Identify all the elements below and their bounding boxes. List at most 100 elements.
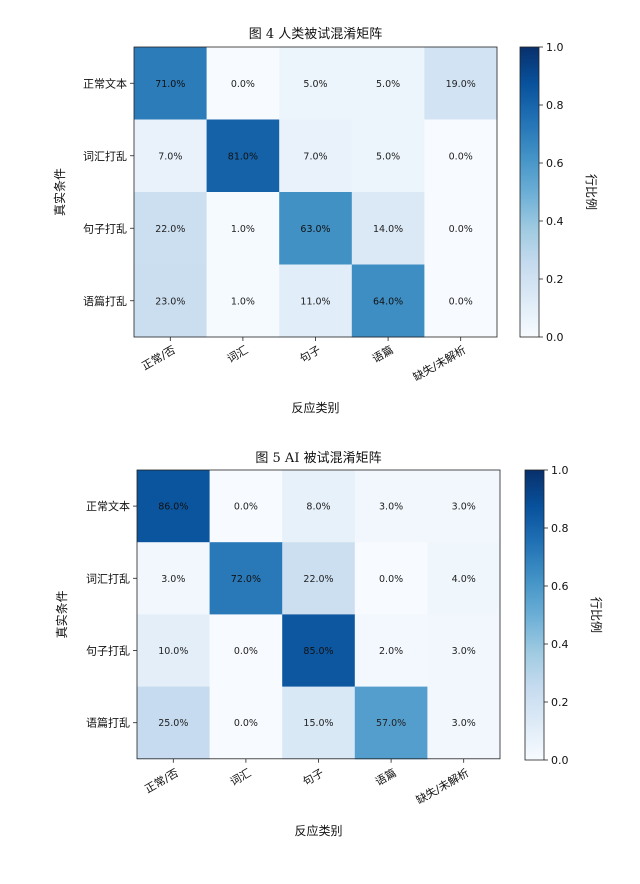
cell-value-label: 64.0% — [373, 296, 403, 307]
heatmap-cell — [206, 47, 280, 120]
heatmap-cell — [351, 192, 425, 265]
cell-value-label: 10.0% — [158, 646, 188, 657]
heatmap-cell — [209, 542, 283, 615]
colorbar-tick-label: 0.6 — [551, 580, 569, 593]
cell-value-label: 15.0% — [303, 718, 333, 729]
heatmap-cell — [279, 192, 353, 265]
heatmap-cell — [279, 264, 353, 338]
cell-value-label: 23.0% — [155, 296, 185, 307]
heatmap-cell — [351, 264, 425, 338]
chart-title: 图 5 AI 被试混淆矩阵 — [255, 451, 381, 466]
cell-value-label: 0.0% — [231, 79, 255, 90]
colorbar-tick-label: 0.6 — [546, 157, 564, 170]
cell-value-label: 8.0% — [306, 502, 330, 513]
heatmap-cell — [354, 686, 428, 760]
x-tick-label: 句子 — [300, 766, 326, 788]
colorbar — [524, 469, 545, 761]
cell-value-label: 3.0% — [452, 718, 476, 729]
heatmap-cell — [427, 614, 501, 688]
heatmap-cell — [424, 47, 498, 120]
colorbar-tick-label: 1.0 — [551, 464, 569, 477]
cell-value-label: 0.0% — [449, 224, 473, 235]
x-tick-label: 缺失/未解析 — [410, 342, 468, 383]
colorbar-tick-label: 0.2 — [546, 273, 564, 286]
cell-value-label: 14.0% — [373, 224, 403, 235]
heatmap-cell — [134, 192, 208, 265]
heatmap-cell — [209, 686, 283, 760]
heatmap-cell — [351, 119, 425, 193]
cell-value-label: 3.0% — [452, 502, 476, 513]
colorbar-tick-label: 0.0 — [551, 754, 569, 767]
heatmap-cell — [279, 47, 353, 120]
cell-value-label: 71.0% — [155, 79, 185, 90]
heatmap-cell — [206, 264, 280, 338]
cell-value-label: 22.0% — [303, 574, 333, 585]
cell-value-label: 5.0% — [376, 79, 400, 90]
x-axis-label: 反应类别 — [291, 400, 339, 415]
y-tick-label: 词汇打乱 — [86, 571, 130, 585]
y-tick-label: 正常文本 — [86, 499, 130, 513]
y-tick-label: 正常文本 — [83, 76, 127, 90]
cell-value-label: 1.0% — [231, 296, 255, 307]
cell-value-label: 7.0% — [158, 151, 182, 162]
cell-value-label: 81.0% — [228, 151, 258, 162]
heatmap-cell — [134, 47, 208, 120]
x-tick-label: 语篇 — [373, 765, 399, 788]
cell-value-label: 5.0% — [376, 151, 400, 162]
heatmap-cell — [424, 264, 498, 338]
heatmap-cell — [282, 542, 356, 615]
heatmap-cell — [209, 614, 283, 688]
heatmap-cell — [134, 264, 208, 338]
cell-value-label: 0.0% — [379, 574, 403, 585]
cell-value-label: 63.0% — [300, 224, 330, 235]
heatmap-cell — [354, 614, 428, 688]
y-tick-label: 语篇打乱 — [83, 294, 127, 308]
x-tick-label: 正常/否 — [140, 343, 178, 373]
cell-value-label: 3.0% — [161, 574, 185, 585]
heatmap-panel-1: 图 4 人类被试混淆矩阵 71.0% 0.0% 5.0% 5.0% 19.0% 7.0% 81… — [52, 27, 598, 415]
x-tick-label: 正常/否 — [143, 766, 181, 796]
cell-value-label: 4.0% — [452, 574, 476, 585]
heatmap-cell — [351, 47, 425, 120]
x-tick-label: 词汇 — [228, 766, 254, 788]
x-axis-label: 反应类别 — [294, 823, 342, 838]
cell-value-label: 3.0% — [379, 502, 403, 513]
colorbar-tick-label: 0.4 — [551, 638, 569, 651]
colorbar-tick-label: 0.8 — [551, 522, 569, 535]
cell-value-label: 0.0% — [234, 502, 258, 513]
colorbar-tick-label: 0.2 — [551, 696, 569, 709]
y-axis-label: 真实条件 — [52, 168, 67, 216]
y-tick-label: 句子打乱 — [86, 644, 130, 658]
y-tick-label: 词汇打乱 — [83, 149, 127, 163]
cell-value-label: 5.0% — [303, 79, 327, 90]
heatmap-cell — [424, 192, 498, 265]
x-tick-label: 句子 — [297, 343, 323, 365]
heatmap-cell — [424, 119, 498, 193]
chart-title: 图 4 人类被试混淆矩阵 — [249, 27, 383, 42]
heatmap-cell — [137, 542, 211, 615]
y-axis-label: 真实条件 — [54, 590, 69, 638]
heatmap-cell — [209, 470, 283, 543]
cell-value-label: 0.0% — [234, 646, 258, 657]
heatmap-cell — [279, 119, 353, 193]
cell-value-label: 11.0% — [300, 296, 330, 307]
heatmap-cell — [282, 470, 356, 543]
colorbar-label: 行比例 — [589, 597, 603, 633]
cell-value-label: 0.0% — [449, 296, 473, 307]
x-tick-label: 语篇 — [370, 342, 396, 365]
heatmap-cell — [206, 119, 280, 193]
x-tick-label: 词汇 — [225, 343, 251, 365]
heatmap-cell — [427, 686, 501, 760]
heatmap-panel-2: 图 5 AI 被试混淆矩阵 86.0% 0.0% 8.0% 3.0% 3.0% 3.0% 72… — [54, 451, 603, 838]
cell-value-label: 72.0% — [231, 574, 261, 585]
cell-value-label: 86.0% — [158, 502, 188, 513]
heatmap-cell — [427, 542, 501, 615]
heatmap-cell — [282, 614, 356, 688]
heatmap-cell — [137, 470, 211, 543]
cell-value-label: 85.0% — [303, 646, 333, 657]
cell-value-label: 2.0% — [379, 646, 403, 657]
heatmap-cell — [137, 686, 211, 760]
colorbar-tick-label: 0.0 — [546, 331, 564, 344]
x-tick-label: 缺失/未解析 — [413, 765, 471, 806]
